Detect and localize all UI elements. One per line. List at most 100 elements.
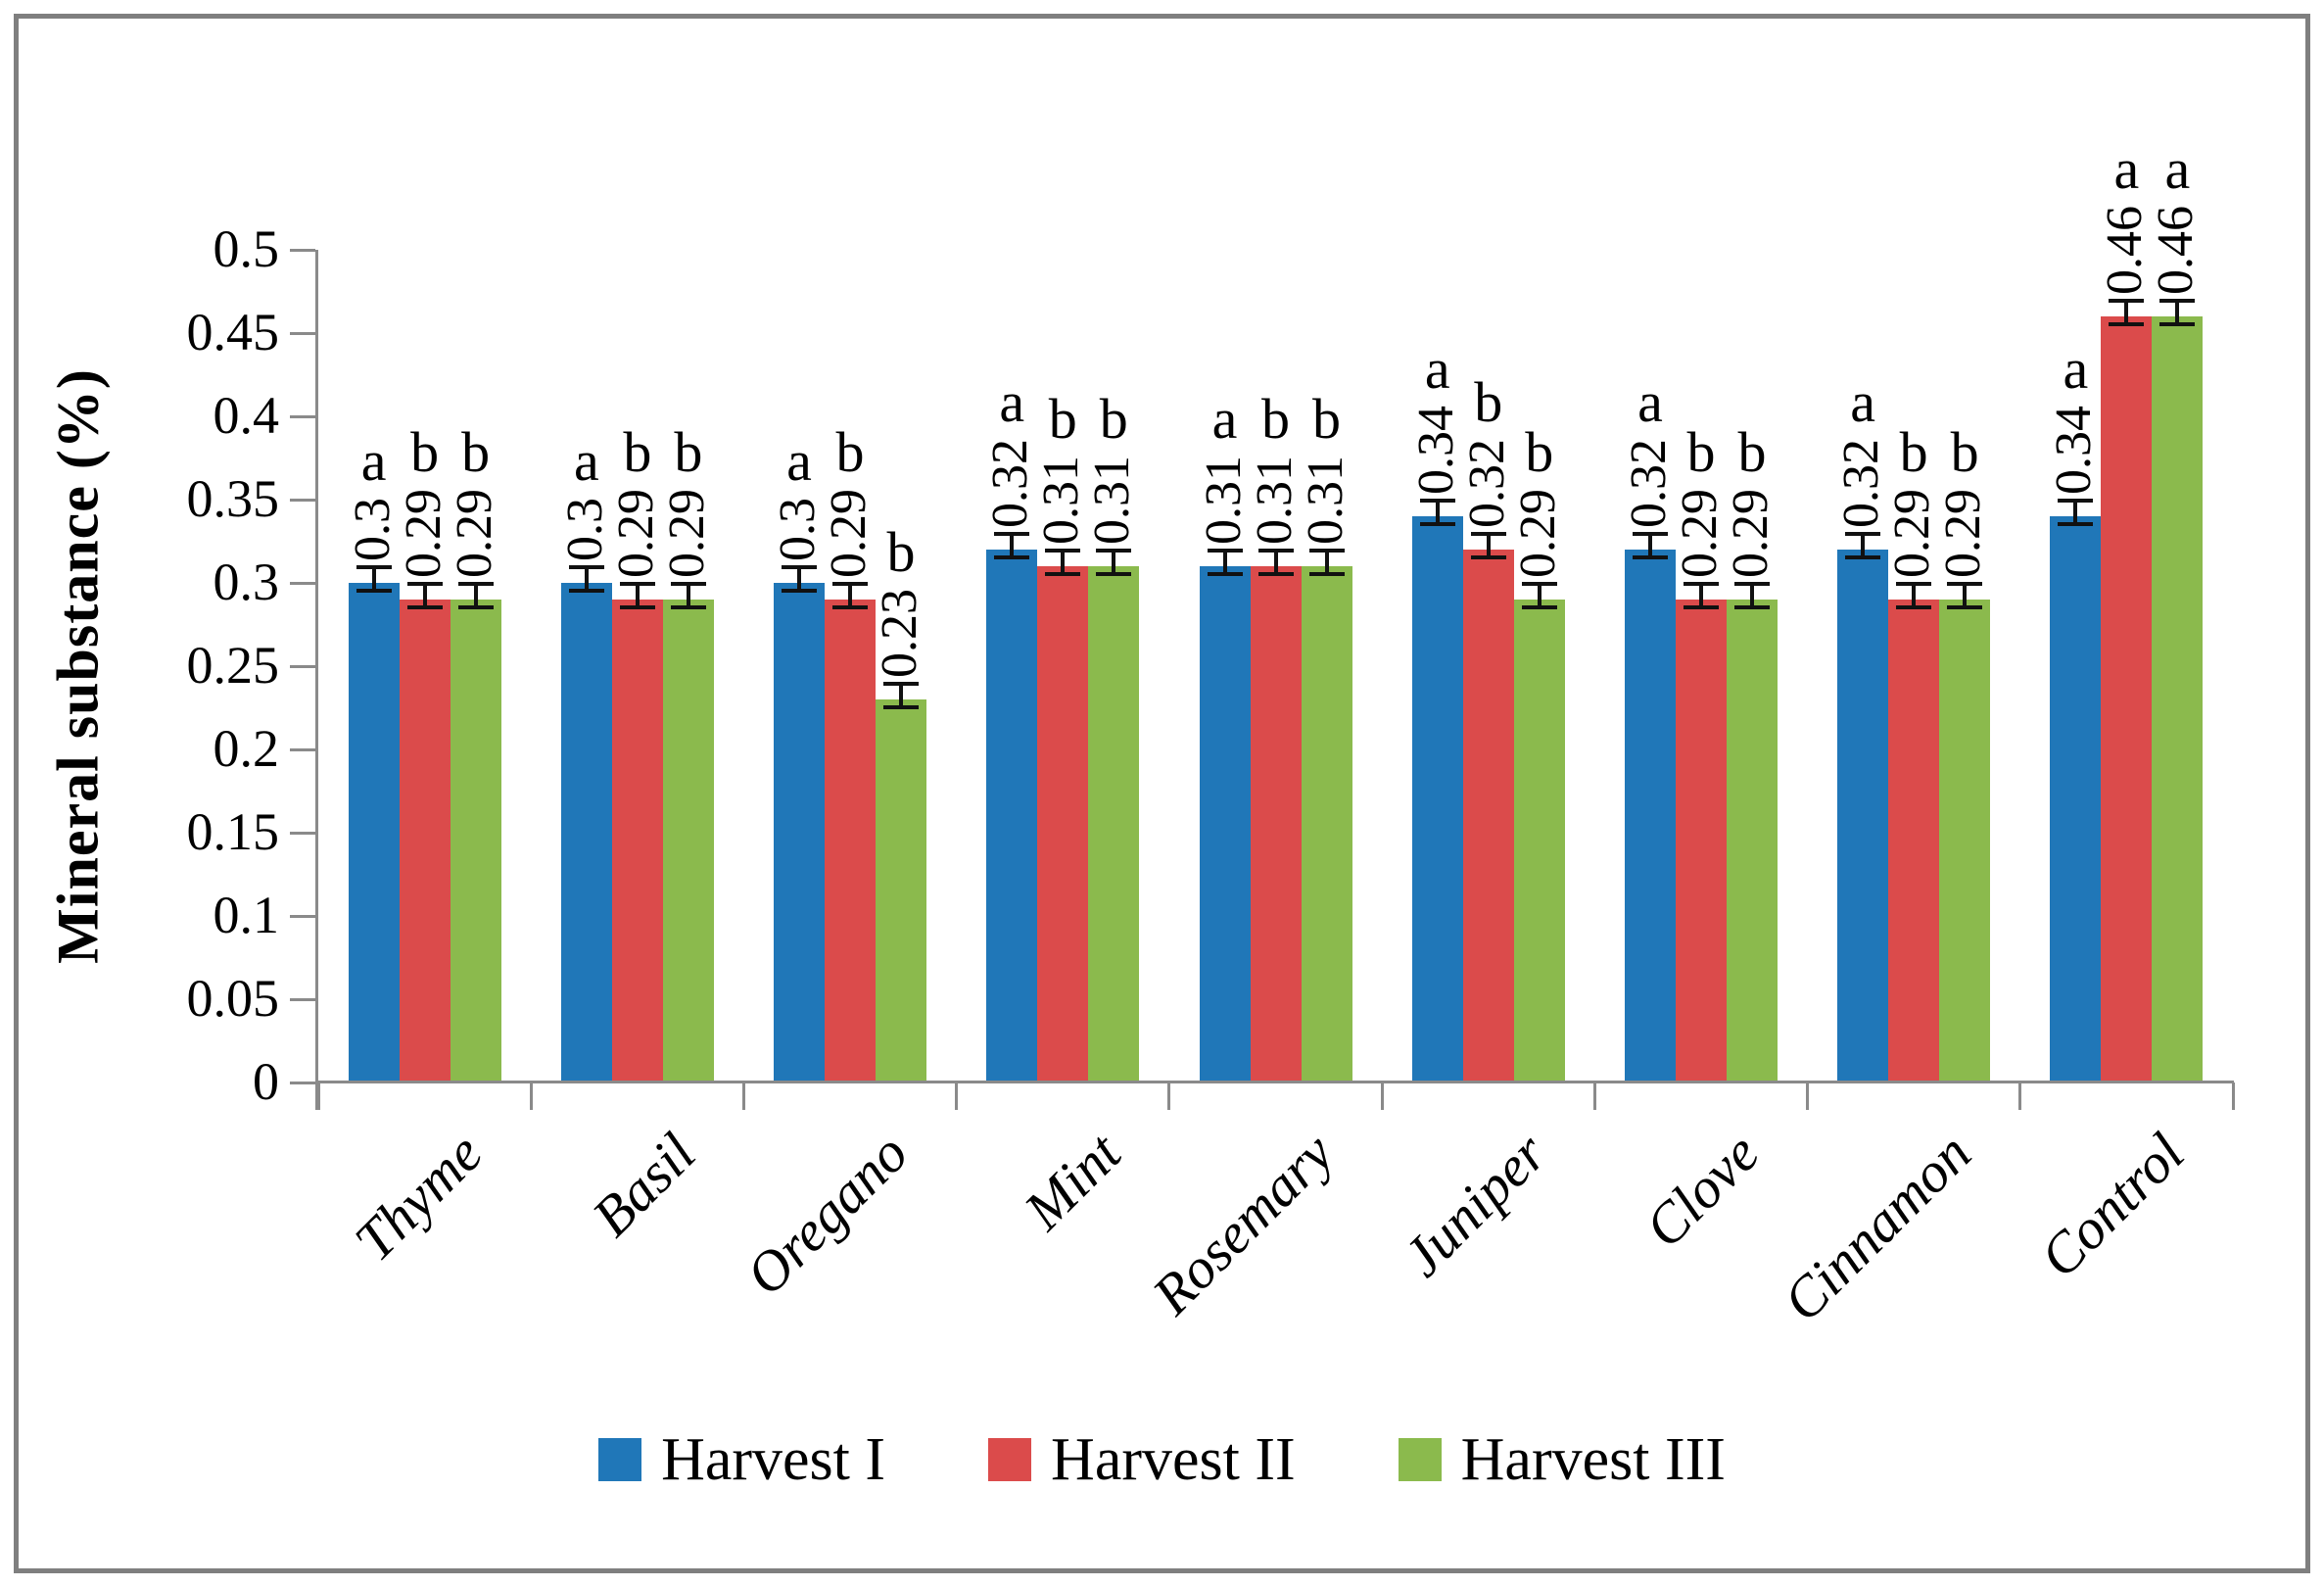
bar (1088, 566, 1140, 1082)
y-tick (290, 665, 315, 668)
error-bar (1207, 549, 1243, 576)
y-tick (290, 748, 315, 751)
bar-value-label: 0.29 (446, 489, 502, 578)
bar-value-label: 0.3 (556, 498, 613, 561)
error-bar (1733, 582, 1770, 609)
legend-item-harvest-i: Harvest I (598, 1429, 885, 1490)
legend-label-harvest-i: Harvest I (661, 1426, 886, 1493)
bar-value-label: 0.29 (1509, 489, 1566, 578)
bar-letter-label: a (2063, 337, 2089, 401)
x-tick (529, 1082, 533, 1110)
y-tick (290, 915, 315, 918)
bar-letter-label: b (1099, 387, 1128, 451)
error-bar (1045, 549, 1081, 576)
error-bar (619, 582, 655, 609)
bar-value-label: 0.3 (344, 498, 401, 561)
error-bar (883, 682, 920, 709)
legend: Harvest I Harvest II Harvest III (0, 1416, 2324, 1504)
bar-letter-label: b (835, 420, 865, 484)
bar-value-label: 0.31 (1297, 456, 1353, 545)
x-axis-line (318, 1081, 2234, 1083)
bar (1037, 566, 1089, 1082)
bar-value-label: 0.31 (1084, 456, 1141, 545)
error-bar (406, 582, 443, 609)
error-bar (1521, 582, 1557, 609)
bar (825, 600, 877, 1082)
bar (774, 583, 826, 1082)
bar (1199, 566, 1251, 1082)
error-bar (1096, 549, 1132, 576)
bar-letter-label: b (886, 520, 916, 584)
bar-value-label: 0.32 (982, 439, 1039, 528)
bar-letter-label: a (999, 370, 1025, 434)
bar-letter-label: b (623, 420, 652, 484)
bar (1624, 550, 1676, 1082)
bar-letter-label: a (1424, 337, 1450, 401)
error-bar (2109, 299, 2145, 326)
bar (1462, 550, 1514, 1082)
bar-letter-label: a (2164, 137, 2191, 201)
error-bar (2058, 499, 2094, 526)
bar-value-label: 0.29 (1722, 489, 1779, 578)
bar-value-label: 0.23 (872, 589, 928, 678)
bar (662, 600, 714, 1082)
bar (1675, 600, 1727, 1082)
error-bar (994, 532, 1030, 559)
legend-swatch-harvest-i (598, 1438, 642, 1481)
y-tick-label: 0.45 (186, 303, 280, 361)
bar (1301, 566, 1352, 1082)
bar-letter-label: a (1637, 370, 1663, 434)
bar (560, 583, 612, 1082)
bar (1250, 566, 1302, 1082)
bar-value-label: 0.46 (2097, 206, 2154, 295)
bar (1888, 600, 1940, 1082)
error-bar (1632, 532, 1668, 559)
error-bar (1470, 532, 1506, 559)
bar-value-label: 0.34 (2046, 406, 2103, 495)
error-bar (356, 565, 392, 593)
bar (348, 583, 400, 1082)
bar-value-label: 0.31 (1033, 456, 1090, 545)
bar (2152, 316, 2204, 1082)
y-tick (290, 415, 315, 418)
bar-value-label: 0.29 (395, 489, 451, 578)
bar-value-label: 0.3 (770, 498, 827, 561)
y-axis-line (315, 250, 318, 1110)
y-tick-label: 0.2 (213, 719, 280, 778)
bar (1837, 550, 1889, 1082)
x-tick (2231, 1082, 2235, 1110)
y-tick (290, 582, 315, 585)
error-bar (1896, 582, 1932, 609)
bar-letter-label: b (1048, 387, 1077, 451)
bar-value-label: 0.31 (1246, 456, 1303, 545)
bar-value-label: 0.29 (1671, 489, 1728, 578)
y-tick (290, 249, 315, 252)
x-tick (1167, 1082, 1171, 1110)
y-tick (290, 832, 315, 835)
bar-letter-label: b (1474, 370, 1503, 434)
bar-value-label: 0.31 (1195, 456, 1252, 545)
y-tick-label: 0 (253, 1052, 279, 1111)
y-tick-label: 0.1 (213, 886, 280, 944)
bar (450, 600, 501, 1082)
y-tick-label: 0.35 (186, 469, 280, 528)
bar-letter-label: a (1211, 387, 1238, 451)
bar-letter-label: a (360, 429, 387, 493)
x-tick (1592, 1082, 1596, 1110)
y-tick-label: 0.05 (186, 969, 280, 1028)
bar-letter-label: b (674, 420, 703, 484)
bar-letter-label: b (461, 420, 491, 484)
error-bar (1683, 582, 1719, 609)
error-bar (832, 582, 869, 609)
bar (876, 699, 927, 1082)
x-tick (316, 1082, 320, 1110)
legend-label-harvest-ii: Harvest II (1051, 1426, 1296, 1493)
y-tick (290, 998, 315, 1001)
error-bar (670, 582, 706, 609)
x-tick (1806, 1082, 1810, 1110)
error-bar (2159, 299, 2196, 326)
bar (986, 550, 1038, 1082)
bar-letter-label: b (1737, 420, 1767, 484)
bar-letter-label: b (1261, 387, 1290, 451)
